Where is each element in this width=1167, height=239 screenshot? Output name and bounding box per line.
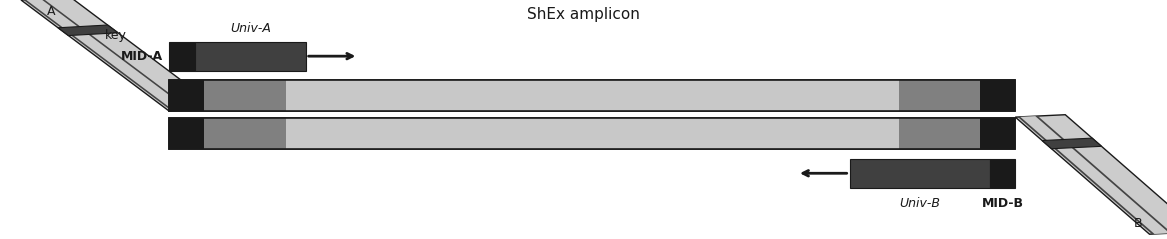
Text: A: A [47, 5, 55, 18]
Text: key: key [105, 29, 127, 42]
Text: MID-B: MID-B [981, 197, 1023, 210]
Bar [899, 118, 980, 149]
Polygon shape [1042, 138, 1102, 149]
Bar [169, 80, 1015, 111]
Bar [286, 80, 899, 111]
Polygon shape [58, 25, 118, 36]
Polygon shape [1018, 116, 1167, 234]
Text: Univ-B: Univ-B [899, 197, 941, 210]
Text: ShEx amplicon: ShEx amplicon [527, 7, 640, 22]
Bar [204, 80, 315, 111]
Polygon shape [23, 0, 191, 111]
Bar [990, 159, 1015, 188]
Bar [899, 80, 980, 111]
Bar [169, 118, 1015, 149]
Bar [169, 80, 1015, 111]
Polygon shape [26, 0, 189, 111]
Polygon shape [1015, 115, 1167, 234]
Polygon shape [21, 0, 218, 111]
Polygon shape [1020, 116, 1167, 234]
Bar [850, 159, 990, 188]
Text: MID-A: MID-A [121, 50, 163, 63]
Bar [286, 118, 899, 149]
Bar [204, 118, 315, 149]
Bar [980, 80, 1015, 111]
Bar [169, 80, 204, 111]
Bar [169, 118, 1015, 149]
Bar [980, 118, 1015, 149]
Text: B: B [1133, 217, 1142, 230]
Bar [195, 42, 306, 71]
Text: Univ-A: Univ-A [230, 22, 271, 35]
Bar [169, 118, 204, 149]
Bar [169, 42, 195, 71]
